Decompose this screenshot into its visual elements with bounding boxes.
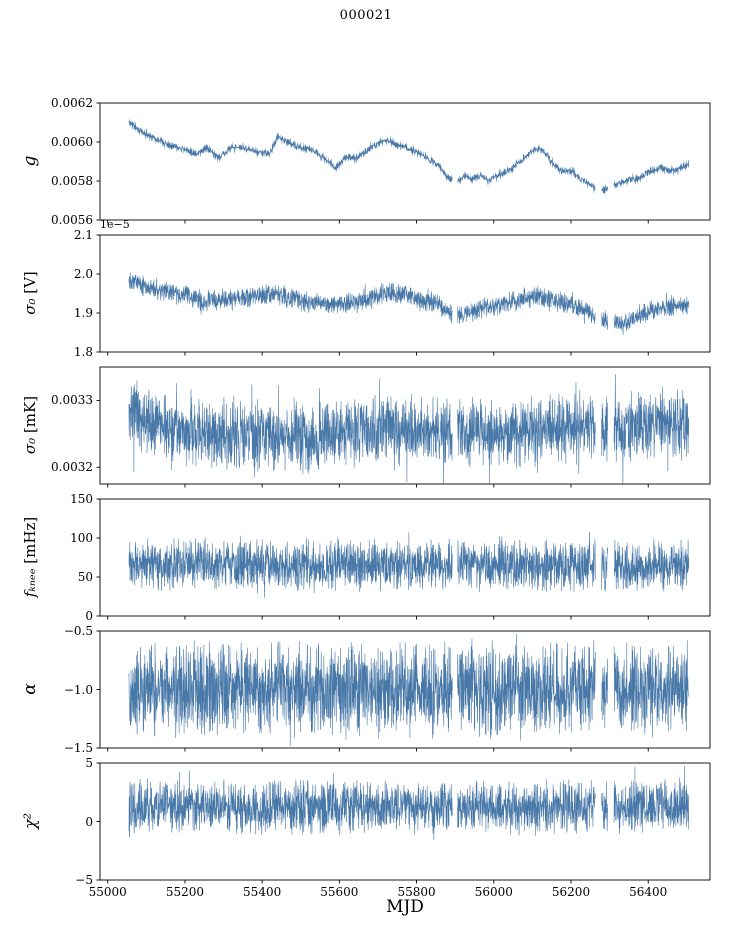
y-axis-label-chi2: χ² [21, 813, 40, 829]
y-tick-label-panel4-2: −1.5 [63, 741, 93, 755]
x-tick-label-2: 55400 [243, 885, 282, 899]
y-axis-label-sigma0-mk-unit: [mK] [21, 395, 39, 438]
y-tick-label-panel0-2: 0.0058 [51, 174, 93, 188]
y-tick-label-panel5-0: 5 [85, 756, 93, 770]
y-axis-label-sigma0-mk-math: σ₀ [21, 437, 39, 455]
y-tick-label-panel4-1: −1.0 [63, 682, 93, 697]
y-axis-label-sigma0-v: σ₀ [V] [21, 271, 39, 315]
y-tick-label-panel1-1: 2.0 [73, 267, 93, 281]
y-tick-label-panel3-1: 100 [70, 531, 93, 545]
chart-title: 000021 [339, 8, 393, 23]
y-tick-label-panel2-1: 0.0032 [51, 460, 93, 475]
y-axis-label-g-math: g [20, 155, 40, 167]
y-axis-label-chi2-math: χ² [20, 812, 40, 830]
y-axis-label-fknee-unit: [mHz] [21, 516, 39, 569]
y-axis-label-sigma0-v-math: σ₀ [21, 298, 39, 315]
y-axis-label-alpha-math: α [20, 683, 40, 695]
y-tick-label-panel5-1: 0 [85, 814, 93, 829]
x-tick-label-1: 55200 [165, 885, 205, 899]
y-tick-label-panel0-1: 0.0060 [51, 135, 93, 149]
y-axis-label-fknee-math: fₖₙₑₑ [21, 568, 39, 598]
y-axis-label-fknee: fₖₙₑₑ [mHz] [21, 517, 39, 597]
x-tick-label-0: 55000 [88, 885, 127, 899]
y-tick-label-panel0-0: 0.0062 [51, 96, 93, 110]
y-tick-label-panel1-0: 2.1 [73, 228, 93, 242]
x-tick-label-5: 56000 [474, 885, 513, 899]
y-axis-label-alpha: α [20, 683, 40, 694]
y-tick-label-panel5-2: −5 [75, 873, 93, 887]
x-tick-label-7: 56400 [629, 885, 668, 899]
x-tick-label-3: 55600 [320, 885, 359, 899]
y-tick-label-panel0-3: 0.0056 [51, 213, 93, 227]
y-tick-label-panel3-0: 150 [70, 492, 93, 506]
y-axis-label-sigma0-v-unit: [V] [21, 271, 39, 299]
x-axis-label: MJD [386, 897, 424, 917]
y-tick-label-panel4-0: −0.5 [63, 624, 93, 638]
x-tick-label-6: 56200 [551, 885, 591, 899]
y-tick-label-panel3-3: 0 [85, 609, 93, 623]
y-axis-label-sigma0-mk: σ₀ [mK] [21, 396, 39, 454]
y-tick-label-panel1-3: 1.8 [73, 345, 93, 359]
y-axis-label-g: g [20, 156, 40, 167]
y-tick-label-panel3-2: 50 [77, 570, 93, 584]
y-tick-label-panel1-2: 1.9 [73, 306, 93, 320]
y-tick-label-panel2-0: 0.0033 [51, 393, 93, 408]
y-axis-offset-exponent: 1e−5 [100, 218, 130, 231]
x-tick-label-4: 55800 [397, 885, 436, 899]
